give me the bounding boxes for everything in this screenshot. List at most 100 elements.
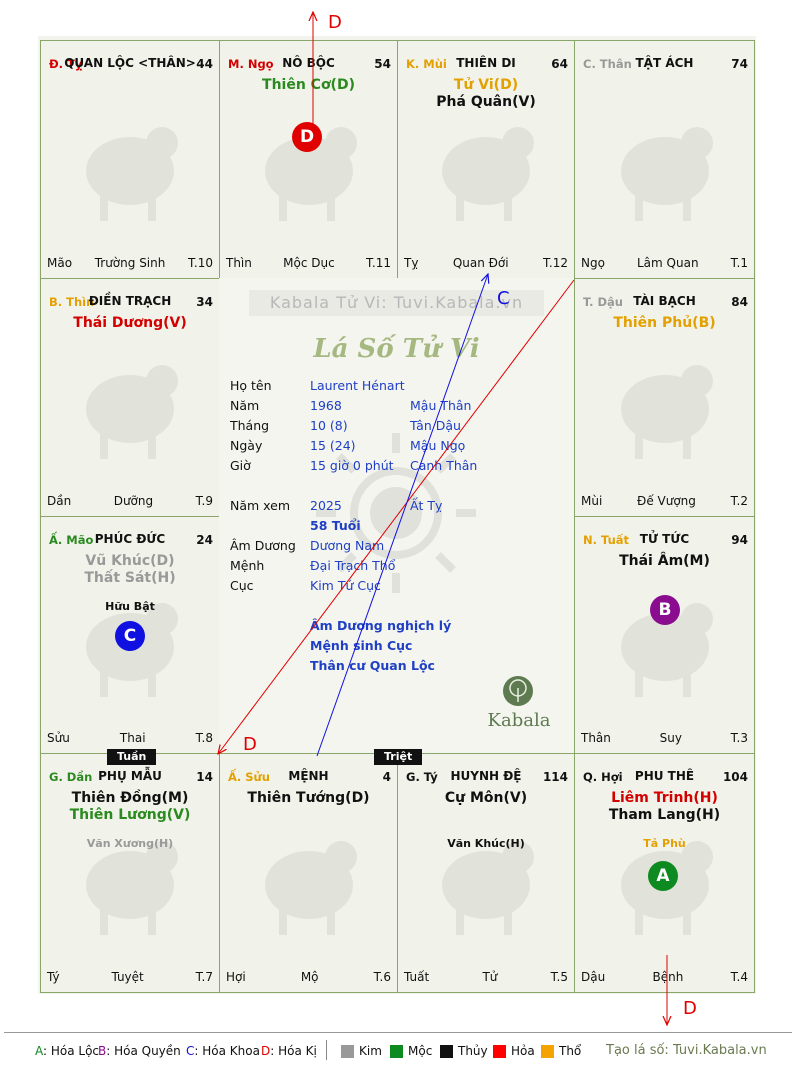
info-key: Mệnh [230,558,265,573]
palace-foot-right: T.10 [188,256,213,270]
tuan-tag: Tuần [107,749,157,765]
palace-foot-mid: Đế Vượng [637,494,696,508]
hoa-badge-d: D [292,122,322,152]
palace-name: NÔ BỘC [282,56,335,70]
legend-hoa-label: : Hóa Lộc [43,1044,100,1058]
zodiac-silhouette-icon [426,109,546,233]
legend-element-label: Thủy [458,1044,488,1058]
info-canchi: Canh Thân [410,458,478,473]
legend-hoa-label: : Hóa Quyền [106,1044,181,1058]
palace-stem-branch: B. Thìn [49,295,95,309]
palace-name: TẬT ÁCH [635,56,694,70]
info-value: 1968 [310,398,342,413]
palace-foot-left: Dần [47,494,72,508]
palace-footer: Dậu Bệnh T.4 [581,970,748,984]
minor-star: Tả Phù [643,837,686,850]
palace-cell: G. Tý HUYNH ĐỆ 114 Cự Môn(V) Văn Khúc(H) Tuất… [397,753,575,993]
zodiac-silhouette-icon [426,823,546,947]
info-row: Họ tên Laurent Hénart [230,378,560,396]
minor-star: Văn Khúc(H) [447,837,525,850]
palace-footer: Ngọ Lâm Quan T.1 [581,256,748,270]
palace-age-number: 44 [196,57,213,71]
palace-footer: Hợi Mộ T.6 [226,970,391,984]
palace-foot-mid: Mộc Dục [283,256,335,270]
legend-divider [4,1032,792,1033]
palace-footer: Tỵ Quan Đới T.12 [404,256,568,270]
center-panel: Kabala Tử Vi: Tuvi.Kabala.vn Lá Số Tử Vi… [219,278,574,753]
info-key: Năm xem [230,498,291,513]
palace-stem-branch: Ấ. Sửu [228,770,270,784]
palace-footer: Tuất Tử T.5 [404,970,568,984]
palace-cell: K. Mùi THIÊN DI 64 Tử Vi(D) Phá Quân(V) Tỵ Qua… [397,40,575,279]
palace-foot-mid: Suy [659,731,682,745]
major-star: Vũ Khúc(D) [85,553,175,569]
palace-name: ĐIỀN TRẠCH [88,294,172,308]
zodiac-silhouette-icon [70,109,190,233]
triet-tag: Triệt [374,749,423,765]
palace-foot-right: T.2 [730,494,748,508]
palace-stem-branch: K. Mùi [406,57,447,71]
legend-element-item: Mộc [390,1044,432,1058]
legend-hoa-item: B: Hóa Quyền [98,1044,181,1058]
palace-foot-left: Mùi [581,494,603,508]
palace-footer: Tý Tuyệt T.7 [47,970,213,984]
palace-cell: T. Dậu TÀI BẠCH 84 Thiên Phủ(B) Mùi Đế Vượng T… [574,278,755,517]
palace-age-number: 104 [722,770,748,784]
palace-stem-branch: Đ. Tỵ [49,57,83,71]
palace-footer: Mùi Đế Vượng T.2 [581,494,748,508]
major-star: Phá Quân(V) [436,94,536,110]
palace-name: PHU THÊ [634,769,695,783]
palace-cell: G. Dần PHỤ MẪU 14 Thiên Đồng(M) Thiên Lương(… [40,753,220,993]
info-value: 15 (24) [310,438,356,453]
legend-hoa-key: B [98,1044,107,1058]
palace-foot-left: Hợi [226,970,246,984]
palace-foot-mid: Quan Đới [452,256,509,270]
major-star: Liêm Trinh(H) [611,790,718,806]
palace-foot-right: T.12 [543,256,568,270]
info-key: Họ tên [230,378,272,393]
palace-foot-mid: Thai [119,731,146,745]
zodiac-silhouette-icon [605,585,725,709]
palace-name: THIÊN DI [456,56,516,70]
palace-foot-right: T.9 [195,494,213,508]
palace-foot-mid: Bệnh [652,970,684,984]
palace-footer: Thân Suy T.3 [581,731,748,745]
palace-foot-left: Tỵ [404,256,419,270]
legend-swatch [541,1044,554,1058]
legend-swatch [493,1044,506,1058]
info-key: Ngày [230,438,263,453]
palace-foot-mid: Mộ [300,970,319,984]
major-star: Tham Lang(H) [608,807,721,823]
palace-age-number: 84 [731,295,748,309]
legend-separator [326,1040,327,1060]
palace-name: HUYNH ĐỆ [450,769,522,783]
major-star: Tử Vi(D) [453,77,519,93]
palace-foot-right: T.7 [195,970,213,984]
legend-element-label: Thổ [559,1044,582,1058]
legend-hoa-key: D [261,1044,271,1058]
major-star: Thất Sát(H) [84,570,176,586]
zodiac-silhouette-icon [605,347,725,471]
info-row: Cục Kim Tứ Cục [230,578,560,596]
legend-credit: Tạo lá số: Tuvi.Kabala.vn [606,1043,767,1058]
palace-foot-right: T.5 [550,970,568,984]
palace-name: PHỤ MẪU [98,769,162,783]
arrow-label-c: C [497,288,510,309]
arrow-label-mid-d: D [243,734,257,755]
palace-age-number: 24 [196,533,213,547]
zodiac-silhouette-icon [70,823,190,947]
palace-cell: Ấ. Sửu MỆNH 4 Thiên Tướng(D) Hợi Mộ T.6 [219,753,398,993]
info-row: Năm xem 2025 Ất Tỵ [230,498,560,516]
palace-stem-branch: Ấ. Mão [49,533,94,547]
info-row: 58 Tuổi [230,518,560,536]
info-note: Âm Dương nghịch lý [310,618,452,633]
zodiac-silhouette-icon [605,109,725,233]
palace-foot-left: Tuất [404,970,430,984]
legend-element-label: Hỏa [511,1044,535,1058]
info-row: Giờ 15 giờ 0 phút Canh Thân [230,458,560,476]
major-star: Thiên Cơ(D) [262,77,355,93]
kabala-logo-icon [503,676,533,706]
palace-foot-left: Thìn [226,256,252,270]
info-canchi: Mậu Ngọ [410,438,466,453]
legend-element-item: Thủy [440,1044,488,1058]
